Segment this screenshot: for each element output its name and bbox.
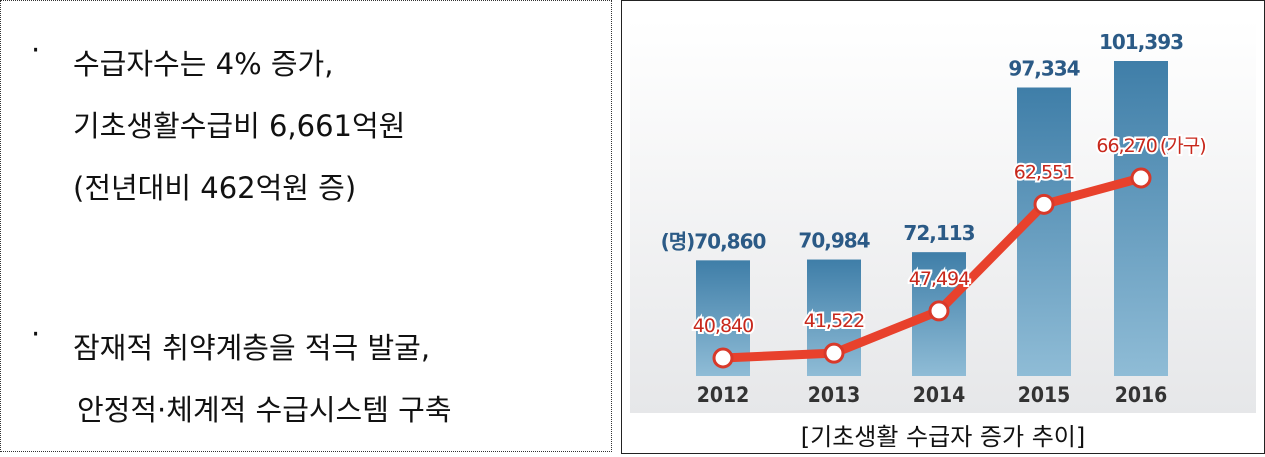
bullet-marker: · xyxy=(31,33,41,67)
bar-value: 70,860 xyxy=(694,229,765,253)
x-tick-label: 2014 xyxy=(913,383,966,407)
chart: [기초생활 수급자 증가 추이] 2012 (명)70,860 2013 70,984… xyxy=(630,19,1256,451)
text-line: (전년대비 462억원 증) xyxy=(73,171,357,205)
bar-unit: (명) xyxy=(661,229,695,253)
line-value: 47,494 xyxy=(909,267,970,289)
bullet-marker: · xyxy=(31,317,41,351)
chart-panel: [기초생활 수급자 증가 추이] 2012 (명)70,860 2013 70,984… xyxy=(621,0,1265,454)
line-unit: (가구) xyxy=(1160,135,1206,157)
line-value: 62,551 xyxy=(1014,161,1074,183)
line-value-label: 41,522 xyxy=(804,310,864,332)
bar-value: 101,393 xyxy=(1099,30,1183,54)
line-value: 66,270 xyxy=(1096,135,1156,157)
text-line: 안정적·체계적 수급시스템 구축 xyxy=(77,393,452,427)
caption: [기초생활 수급자 증가 추이] xyxy=(801,423,1086,451)
bar-value: 97,334 xyxy=(1008,56,1079,80)
bar-value: 72,113 xyxy=(903,221,974,245)
x-tick-label: 2012 xyxy=(697,383,750,407)
text-line: 기초생활수급비 6,661억원 xyxy=(73,109,406,143)
bar-value-label: (명)70,860 xyxy=(661,229,766,253)
line-point xyxy=(928,300,950,322)
text-panel: · 수급자수는 4% 증가, 기초생활수급비 6,661억원 (전년대비 462… xyxy=(0,0,612,452)
text-line: 잠재적 취약계층을 적극 발굴, xyxy=(73,331,431,365)
bar xyxy=(1114,61,1168,376)
line-value-label: 62,551 xyxy=(1014,161,1074,183)
bullet: · 잠재적 취약계층을 적극 발굴, 안정적·체계적 수급시스템 구축 xyxy=(31,317,452,441)
line-point xyxy=(823,342,845,364)
bar xyxy=(1017,87,1071,376)
line-value-label: 66,270 (가구) xyxy=(1096,135,1205,157)
x-tick-label: 2013 xyxy=(808,383,861,407)
bar-value: 70,984 xyxy=(798,228,869,252)
text-line: 수급자수는 4% 증가, xyxy=(73,47,334,81)
line-value: 41,522 xyxy=(804,310,864,332)
line-point xyxy=(1130,167,1152,189)
x-tick-label: 2016 xyxy=(1115,383,1168,407)
line-value-label: 47,494 xyxy=(909,267,970,289)
bar-value-label: 70,984 xyxy=(798,228,869,252)
bar-value-label: 72,113 xyxy=(903,221,974,245)
line-point xyxy=(1033,193,1055,215)
bar-value-label: 97,334 xyxy=(1008,56,1079,80)
bar-value-label: 101,393 xyxy=(1099,30,1183,54)
x-tick-label: 2015 xyxy=(1018,383,1071,407)
bullet: · 수급자수는 4% 증가, 기초생활수급비 6,661억원 (전년대비 462… xyxy=(31,33,405,219)
line-value-label: 40,840 xyxy=(693,315,753,337)
line-point xyxy=(712,347,734,369)
line-value: 40,840 xyxy=(693,315,753,337)
